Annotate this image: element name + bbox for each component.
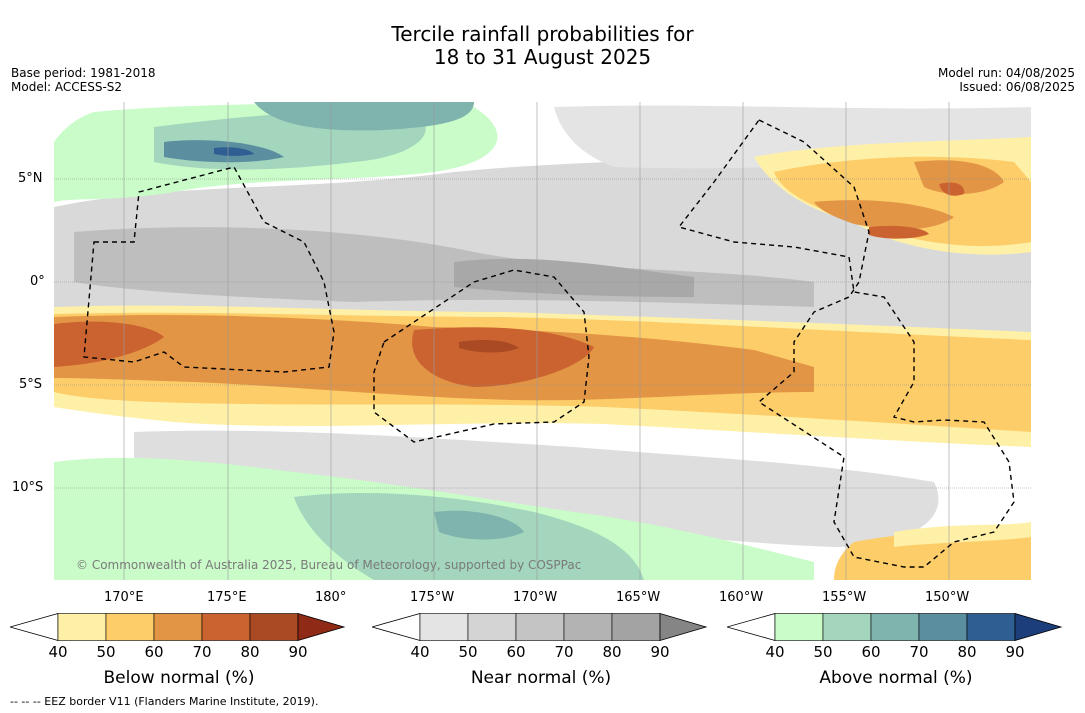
lon-label-170w: 170°W (513, 590, 558, 605)
eez-footnote: -- -- -- EEZ border V11 (Flanders Marine… (10, 695, 319, 708)
colorbar-above-normal (727, 613, 1063, 642)
base-period: Base period: 1981-2018 (11, 66, 156, 80)
colorbar-below-normal (10, 613, 346, 642)
colorbar-segment (870, 613, 920, 641)
colorbar-tick-label: 90 (1005, 643, 1025, 661)
lon-label-165w: 165°W (616, 590, 661, 605)
colorbar-tick-label: 80 (240, 643, 260, 661)
colorbar-tick-label: 50 (458, 643, 478, 661)
colorbar-segment (419, 613, 469, 641)
colorbar-tick-label: 60 (861, 643, 881, 661)
colorbar-segment (966, 613, 1016, 641)
colorbar-tick-label: 70 (554, 643, 574, 661)
below-normal-band-4 (54, 321, 164, 367)
colorbar-segment (774, 613, 824, 641)
colorbar-tick-label: 40 (48, 643, 68, 661)
lon-label-170e: 170°E (104, 590, 144, 605)
eez-borders (83, 119, 1015, 568)
below-normal-northeast-3 (814, 200, 954, 230)
colorbar-segment (822, 613, 872, 641)
lon-label-155w: 155°W (822, 590, 867, 605)
colorbar-segment (249, 613, 299, 641)
colorbar-tick-label: 40 (410, 643, 430, 661)
lat-label-5n: 5°N (18, 171, 43, 186)
colorbar-segment (153, 613, 203, 641)
colorbar-tick-label: 60 (144, 643, 164, 661)
lon-label-160w: 160°W (719, 590, 764, 605)
above-normal-south-3 (434, 510, 524, 540)
colorbar-near-normal (372, 613, 708, 642)
below-normal-northeast-5 (869, 225, 929, 239)
colorbar-extend-low (10, 613, 59, 642)
colorbar-label-near: Near normal (%) (470, 668, 612, 688)
below-normal-northeast-4 (914, 160, 1004, 194)
colorbar-tick-label: 40 (765, 643, 785, 661)
colorbar-segment (201, 613, 251, 641)
colorbar-segment (57, 613, 107, 641)
lon-label-175e: 175°E (207, 590, 247, 605)
colorbar-segment (563, 613, 613, 641)
colorbar-tick-label: 70 (909, 643, 929, 661)
copyright-notice: © Commonwealth of Australia 2025, Bureau… (76, 558, 582, 572)
lon-label-180: 180° (315, 590, 347, 605)
lat-label-5s: 5°S (19, 377, 43, 392)
colorbar-tick-label: 50 (96, 643, 116, 661)
lon-label-175w: 175°W (410, 590, 455, 605)
colorbar-tick-label: 80 (602, 643, 622, 661)
graticule-meridians (123, 102, 950, 580)
colorbar-segment (515, 613, 565, 641)
colorbar-extend-high (1014, 613, 1063, 642)
lat-label-10s: 10°S (12, 480, 44, 495)
colorbar-tick-label: 70 (192, 643, 212, 661)
issued-date: Issued: 06/08/2025 (959, 80, 1075, 94)
colorbar-extend-high (297, 613, 346, 642)
above-normal-north-strong (254, 102, 474, 131)
colorbar-segment (611, 613, 661, 641)
colorbar-extend-low (727, 613, 776, 642)
colorbar-tick-label: 60 (506, 643, 526, 661)
below-normal-band-5 (412, 327, 594, 387)
title-line-2: 18 to 31 August 2025 (433, 45, 652, 69)
rainfall-map (54, 102, 1031, 580)
colorbar-label-above: Above normal (%) (819, 668, 973, 688)
colorbar-label-below: Below normal (%) (103, 668, 255, 688)
colorbar-segment (105, 613, 155, 641)
below-normal-southeast (834, 532, 1031, 580)
title-line-1: Tercile rainfall probabilities for (391, 22, 694, 46)
colorbar-extend-low (372, 613, 421, 642)
above-normal-north-peak (214, 147, 254, 156)
colorbar-tick-label: 90 (288, 643, 308, 661)
colorbar-tick-label: 80 (957, 643, 977, 661)
colorbar-segment (467, 613, 517, 641)
colorbar-segment (918, 613, 968, 641)
below-normal-band-6 (459, 340, 519, 353)
model-run: Model run: 04/08/2025 (937, 66, 1075, 80)
colorbar-tick-label: 90 (650, 643, 670, 661)
colorbar-tick-label: 50 (813, 643, 833, 661)
lat-label-0: 0° (30, 274, 45, 289)
below-normal-northeast-6 (939, 182, 965, 196)
near-normal-south (134, 430, 939, 547)
graticule (54, 178, 1031, 489)
lon-label-150w: 150°W (925, 590, 970, 605)
near-normal-region-darkest (454, 258, 694, 297)
model-name: Model: ACCESS-S2 (11, 80, 123, 94)
colorbar-extend-high (659, 613, 708, 642)
